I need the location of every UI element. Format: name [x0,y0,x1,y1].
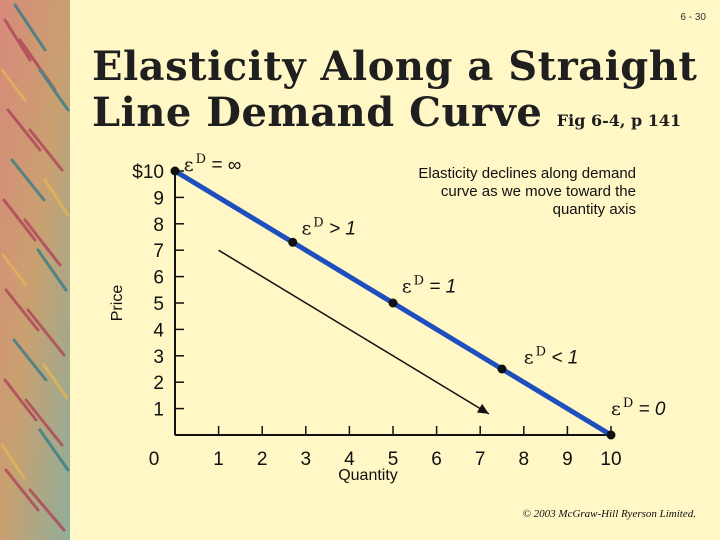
x-tick-label: 0 [149,449,160,470]
y-axis-label: Price [109,285,126,322]
decorative-stripe [0,0,70,540]
y-tick-label: 3 [153,347,164,368]
elasticity-relation: < 1 [546,348,578,369]
curve-point-marker [288,237,298,247]
x-tick-label: 7 [475,449,486,470]
x-tick-label: 9 [562,449,573,470]
curve-point-marker [497,364,507,374]
epsilon-symbol: ε [611,398,621,420]
epsilon-symbol: ε [184,154,194,176]
epsilon-symbol: ε [301,217,311,239]
slide-number: 6 - 30 [680,12,706,23]
demand-superscript: D [313,215,323,230]
demand-superscript: D [536,345,546,360]
y-tick-label: 1 [153,400,164,421]
y-tick-label: 6 [153,268,164,289]
annotation-text: Elasticity declines along demand curve a… [325,165,636,219]
x-tick-label: 5 [388,449,399,470]
y-tick-label: 9 [153,188,164,209]
x-tick-label: 1 [213,449,224,470]
x-tick-label: 8 [519,449,530,470]
curve-point-marker [170,166,180,176]
y-tick-label: $10 [132,162,164,183]
annotation-line-1: Elasticity declines along demand [418,165,636,182]
arrow-head [476,403,489,414]
direction-arrow [218,249,490,415]
elasticity-relation: > 1 [324,218,356,239]
copyright-notice: © 2003 McGraw-Hill Ryerson Limited. [522,508,696,520]
y-tick-label: 5 [153,294,164,315]
slide-title: Elasticity Along a Straight Line Demand … [92,44,712,144]
annotation-line-2: curve as we move toward the [440,183,636,200]
y-tick-label: 8 [153,215,164,236]
y-tick-label: 7 [153,241,164,262]
y-tick-label: 2 [153,373,164,394]
elasticity-relation: = 1 [424,276,456,297]
x-tick-label: 6 [431,449,442,470]
elasticity-relation: = ∞ [206,155,241,176]
title-line-2: Line Demand Curve [92,89,543,136]
y-tick-label: 4 [153,320,164,341]
demand-superscript: D [196,152,206,167]
x-tick-label: 4 [344,449,355,470]
curve-point-marker [388,298,398,308]
x-tick-label: 10 [600,449,621,470]
annotation-line-3: quantity axis [552,201,636,218]
epsilon-symbol: ε [402,275,412,297]
curve-point-marker [606,430,616,440]
demand-superscript: D [414,273,424,288]
x-tick-label: 3 [301,449,312,470]
x-tick-label: 2 [257,449,268,470]
title-line-1: Elasticity Along a Straight [92,43,698,90]
x-axis-label: Quantity [338,467,398,484]
epsilon-symbol: ε [524,347,534,369]
elasticity-relation: = 0 [633,399,666,420]
demand-superscript: D [623,396,633,411]
figure-reference: Fig 6-4, p 141 [556,111,682,130]
